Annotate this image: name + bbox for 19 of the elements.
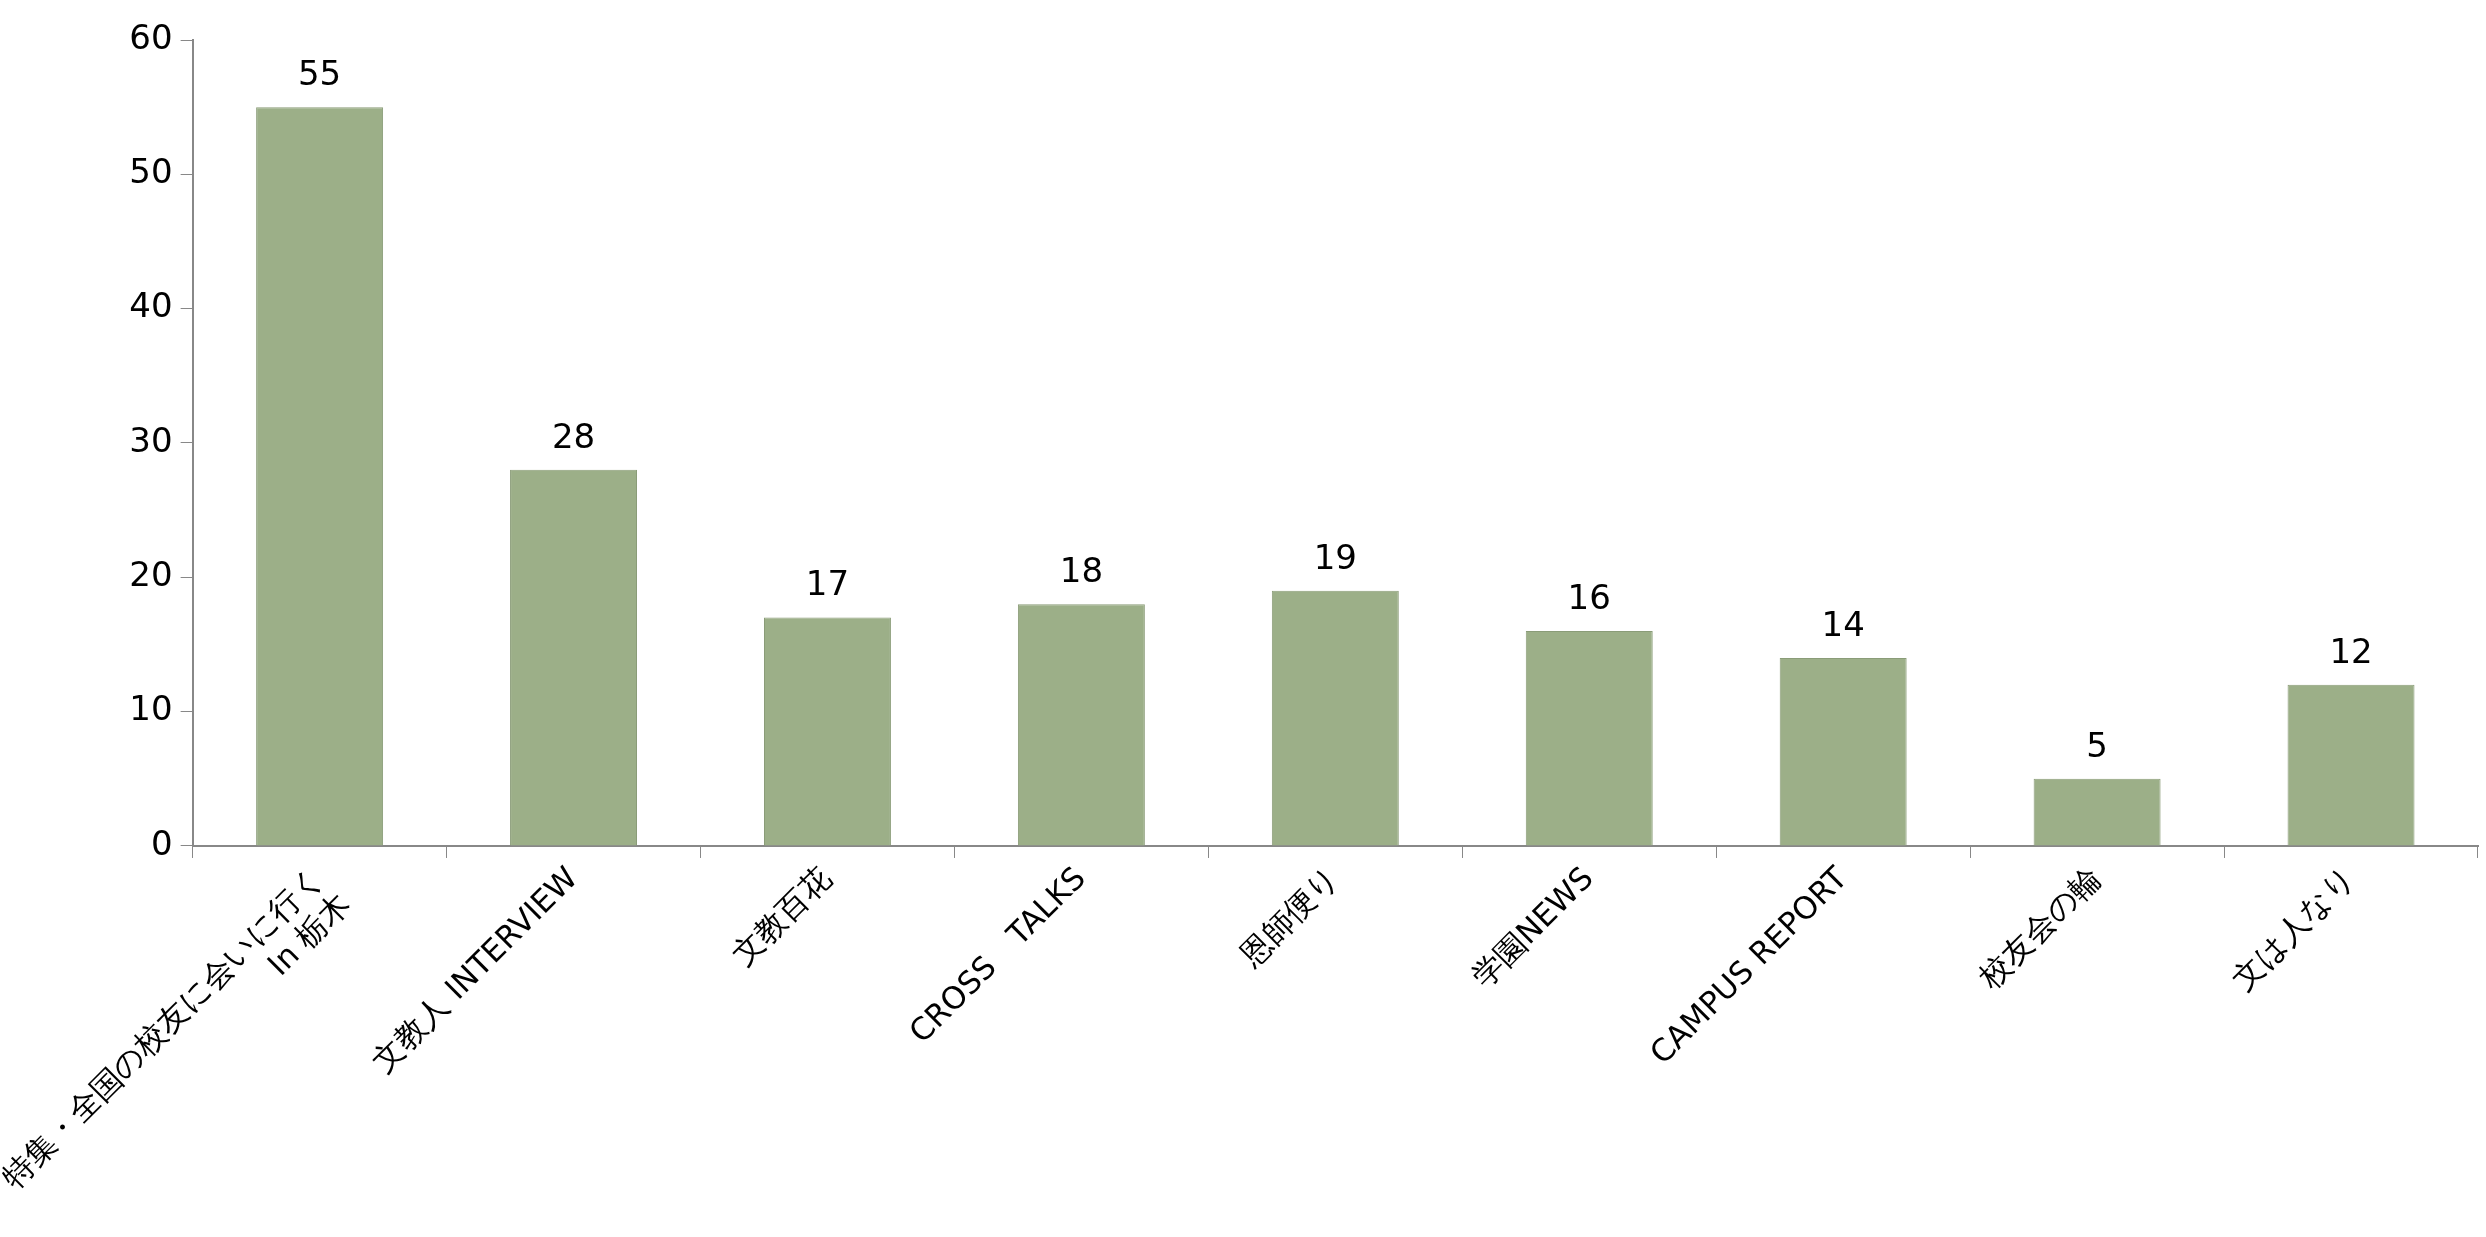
data-label: 28 [551,415,596,456]
data-label: 19 [1313,536,1357,577]
data-label: 14 [1821,603,1865,644]
data-label: 5 [2086,724,2108,765]
y-tick-label: 60 [129,16,173,57]
x-tick-label: 校友会の輪 [1971,859,2108,996]
y-tick-label: 10 [129,688,173,729]
x-tick-label: 文は人なり [2224,859,2362,997]
y-tick-label: 40 [129,285,173,326]
data-label: 18 [1059,550,1104,591]
x-tick-label: 恩師便り [1231,859,1346,974]
data-label: 16 [1567,576,1611,617]
y-tick-label: 30 [129,419,173,460]
data-label: 12 [2329,630,2373,671]
data-label: 17 [805,563,850,604]
x-tick-label: 文教百花 [724,859,839,973]
y-tick-label: 50 [129,151,173,192]
data-label: 55 [297,52,342,93]
y-tick-label: 20 [129,554,173,595]
